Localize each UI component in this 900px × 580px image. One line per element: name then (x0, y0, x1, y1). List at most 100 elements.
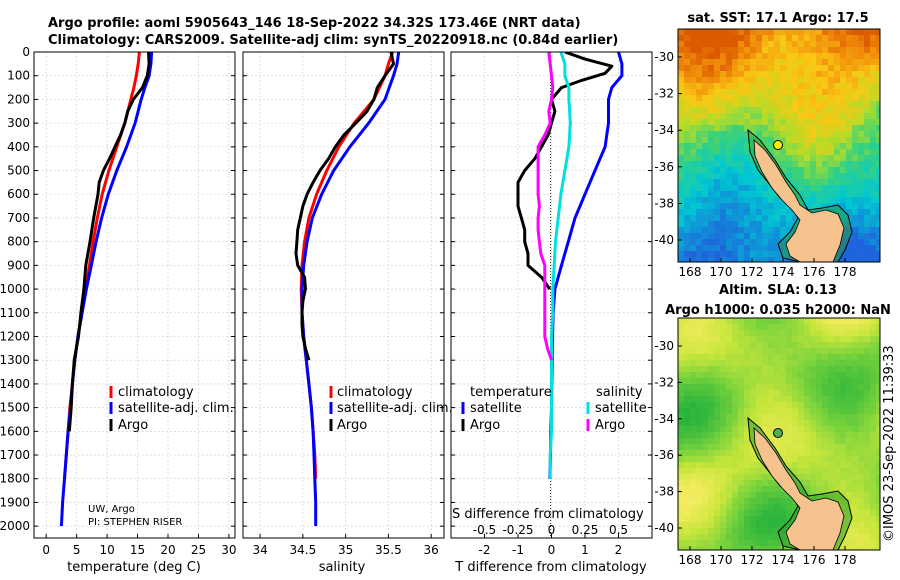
map-cell (690, 462, 696, 468)
map-cell (780, 426, 786, 432)
map-cell (732, 41, 738, 47)
map-cell (708, 336, 714, 342)
map-cell (840, 540, 846, 546)
map-cell (804, 83, 810, 89)
map-cell (702, 528, 708, 534)
map-cell (726, 101, 732, 107)
map-cell (798, 167, 804, 173)
map-cell (744, 450, 750, 456)
map-cell (786, 89, 792, 95)
map-cell (708, 360, 714, 366)
map-cell (774, 324, 780, 330)
map-cell (798, 47, 804, 53)
map-cell (732, 221, 738, 227)
temperature-xlabel: temperature (deg C) (67, 560, 201, 575)
map-cell (744, 95, 750, 101)
map-cell (720, 420, 726, 426)
map-lon-label: 178 (834, 265, 857, 279)
map-cell (852, 245, 858, 251)
map-cell (684, 348, 690, 354)
map-cell (726, 119, 732, 125)
map-cell (702, 131, 708, 137)
map-cell (810, 402, 816, 408)
map-cell (780, 360, 786, 366)
map-cell (726, 414, 732, 420)
map-cell (858, 492, 864, 498)
map-cell (780, 119, 786, 125)
map-cell (690, 191, 696, 197)
map-cell (690, 125, 696, 131)
map-cell (876, 29, 880, 35)
map-cell (810, 83, 816, 89)
map-cell (780, 143, 786, 149)
map-cell (846, 438, 852, 444)
map-cell (708, 71, 714, 77)
map-cell (804, 342, 810, 348)
map-cell (822, 71, 828, 77)
map-cell (708, 101, 714, 107)
map-cell (822, 336, 828, 342)
map-cell (810, 342, 816, 348)
map-cell (702, 492, 708, 498)
map-lon-label: 168 (679, 553, 702, 567)
map-cell (708, 197, 714, 203)
map-cell (786, 233, 792, 239)
map-cell (828, 143, 834, 149)
map-cell (822, 53, 828, 59)
map-cell (738, 227, 744, 233)
map-cell (816, 378, 822, 384)
map-cell (750, 95, 756, 101)
map-cell (750, 251, 756, 257)
map-cell (798, 420, 804, 426)
temperature-panel: 0100200300400500600700800900100011001200… (0, 45, 237, 575)
map-cell (840, 348, 846, 354)
map-cell (762, 396, 768, 402)
map-cell (864, 149, 870, 155)
map-cell (744, 251, 750, 257)
map-cell (840, 203, 846, 209)
map-cell (804, 143, 810, 149)
map-cell (834, 113, 840, 119)
map-cell (750, 450, 756, 456)
map-cell (684, 41, 690, 47)
map-cell (822, 65, 828, 71)
series-line-satellite-adj-clim- (300, 52, 401, 527)
map-cell (768, 324, 774, 330)
map-cell (786, 330, 792, 336)
map-cell (798, 161, 804, 167)
map-cell (786, 161, 792, 167)
map-cell (804, 378, 810, 384)
map-cell (768, 480, 774, 486)
map-cell (732, 498, 738, 504)
map-cell (876, 239, 880, 245)
map-cell (750, 390, 756, 396)
map-cell (864, 444, 870, 450)
map-cell (864, 65, 870, 71)
map-cell (852, 336, 858, 342)
map-cell (720, 245, 726, 251)
map-cell (690, 336, 696, 342)
map-cell (732, 384, 738, 390)
map-cell (876, 360, 880, 366)
x2-tick-label: 0 (548, 523, 556, 537)
map-cell (750, 330, 756, 336)
map-cell (852, 257, 858, 262)
map-cell (720, 468, 726, 474)
legend-temperature-title: temperature (470, 385, 552, 400)
map-cell (714, 107, 720, 113)
map-cell (684, 534, 690, 540)
map-cell (822, 203, 828, 209)
map-cell (684, 89, 690, 95)
map-cell (852, 342, 858, 348)
map-cell (774, 41, 780, 47)
map-cell (828, 173, 834, 179)
map-cell (762, 131, 768, 137)
map-cell (684, 318, 690, 324)
map-cell (744, 414, 750, 420)
map-cell (852, 348, 858, 354)
map-cell (720, 215, 726, 221)
map-cell (714, 360, 720, 366)
map-cell (768, 420, 774, 426)
y-tick-label: 600 (7, 187, 30, 201)
